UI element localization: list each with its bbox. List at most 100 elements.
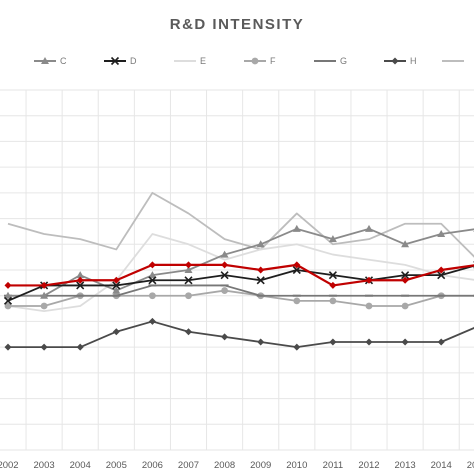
- series-line: [8, 320, 474, 349]
- data-point: [329, 338, 337, 346]
- data-point: [40, 281, 48, 289]
- series-line: [8, 227, 474, 297]
- series-unnamed-6: [7, 191, 474, 258]
- data-point: [4, 343, 12, 351]
- data-point: [112, 276, 120, 284]
- data-point: [76, 271, 85, 279]
- data-point: [437, 230, 446, 237]
- data-point: [4, 291, 12, 299]
- data-point: [221, 261, 229, 269]
- x-tick-label: 2005: [106, 460, 127, 471]
- legend-item: F: [244, 56, 276, 66]
- series-line: [8, 263, 474, 287]
- data-point: [112, 286, 121, 294]
- series-E: [7, 233, 474, 313]
- legend-item: H: [384, 56, 417, 66]
- legend-marker: [110, 56, 120, 66]
- data-point: [112, 328, 120, 336]
- data-point: [40, 343, 48, 351]
- data-point: [292, 265, 301, 275]
- data-point: [149, 292, 156, 300]
- legend-marker: [41, 57, 49, 64]
- gridlines: [0, 89, 474, 451]
- legend-item: C: [34, 56, 67, 66]
- data-point: [401, 302, 409, 310]
- x-tick-label: 2012: [358, 460, 379, 471]
- data-point: [76, 343, 84, 351]
- data-point: [76, 281, 85, 290]
- data-point: [329, 281, 337, 289]
- data-point: [3, 296, 13, 305]
- data-point: [365, 302, 373, 310]
- series-C: [4, 224, 474, 299]
- legend-item: E: [174, 56, 206, 66]
- data-point: [365, 338, 373, 346]
- data-point: [220, 271, 229, 280]
- x-tick-label: 2013: [395, 460, 416, 471]
- data-point: [256, 240, 265, 248]
- data-point: [185, 328, 192, 336]
- series-layer: [3, 191, 474, 351]
- legend-label: D: [130, 56, 137, 66]
- data-point: [40, 302, 48, 310]
- data-point: [328, 235, 337, 243]
- legend-item: G: [314, 56, 347, 66]
- data-point: [256, 276, 265, 285]
- series-D: [3, 261, 474, 305]
- data-point: [293, 343, 301, 351]
- data-point: [40, 291, 49, 299]
- data-point: [328, 271, 337, 280]
- data-point: [437, 266, 445, 274]
- legend-marker: [391, 57, 399, 65]
- legend-label: G: [340, 56, 347, 66]
- legend-label: F: [270, 56, 276, 66]
- data-point: [112, 281, 121, 290]
- series-line: [7, 191, 474, 258]
- series-line: [7, 264, 474, 302]
- legend: C D E F G H: [34, 56, 464, 66]
- x-tick-label: 2015: [467, 460, 474, 471]
- data-point: [257, 266, 265, 274]
- data-point: [365, 224, 373, 232]
- series-H: [4, 317, 474, 351]
- data-point: [437, 271, 446, 280]
- x-tick-label: 2006: [142, 460, 163, 471]
- data-point: [365, 276, 373, 284]
- x-tick-label: 2002: [0, 460, 19, 471]
- data-point: [329, 297, 337, 305]
- legend-marker: [251, 57, 259, 65]
- data-point: [4, 281, 12, 289]
- data-point: [401, 276, 409, 284]
- data-point: [220, 250, 229, 258]
- legend-label: H: [410, 56, 417, 66]
- series-unnamed-7: [4, 261, 474, 289]
- data-point: [401, 338, 409, 346]
- data-point: [293, 261, 301, 269]
- data-point: [184, 276, 193, 285]
- x-tick-label: 2008: [214, 460, 235, 471]
- data-point: [148, 317, 156, 325]
- data-point: [401, 271, 410, 280]
- legend-label: E: [200, 56, 206, 66]
- data-point: [221, 333, 229, 341]
- data-point: [292, 224, 301, 232]
- x-tick-label: 2004: [70, 460, 91, 471]
- data-point: [148, 276, 157, 285]
- x-tick-label: 2010: [286, 460, 307, 471]
- x-tick-label: 2009: [250, 460, 271, 471]
- x-tick-label: 2014: [431, 460, 452, 471]
- data-point: [76, 276, 84, 284]
- x-tick-label: 2003: [34, 460, 55, 471]
- x-axis-ticks: 2002 2003 2004 2005 2006 2007 2008 2009 2010 2011…: [0, 460, 474, 471]
- legend-item: D: [104, 56, 137, 66]
- series-line: [8, 284, 474, 297]
- data-point: [148, 271, 157, 279]
- series-G: [4, 284, 474, 297]
- data-point: [257, 338, 265, 346]
- data-point: [4, 302, 12, 310]
- data-point: [185, 261, 192, 269]
- data-point: [184, 266, 193, 273]
- data-point: [185, 292, 192, 300]
